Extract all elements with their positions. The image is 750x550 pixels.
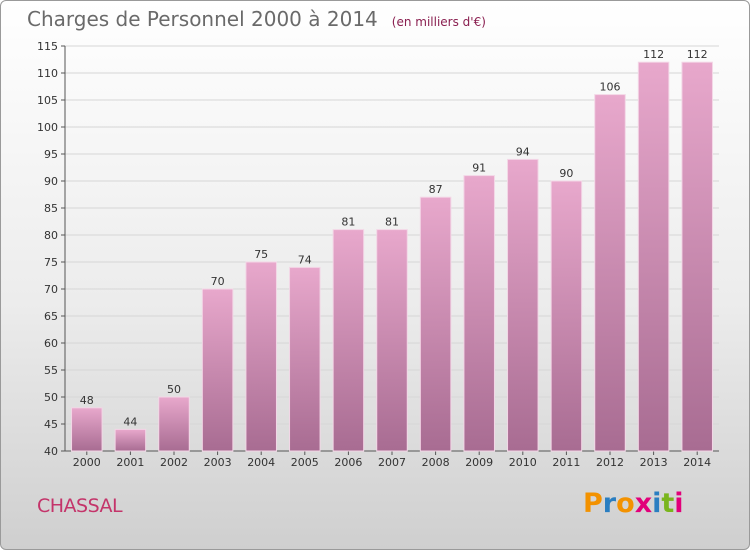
x-tick-label: 2009 <box>465 456 493 469</box>
bar-2003 <box>201 288 234 452</box>
x-tick-label: 2014 <box>683 456 711 469</box>
bar-2014 <box>681 61 713 452</box>
bar-2007 <box>376 229 408 452</box>
bar-2013 <box>637 61 670 452</box>
x-tick-label: 2004 <box>247 456 275 469</box>
bar-2004 <box>245 261 277 452</box>
value-label: 112 <box>643 48 664 61</box>
value-label: 50 <box>167 383 181 396</box>
value-label: 70 <box>211 275 225 288</box>
bar-2012 <box>594 94 626 452</box>
y-tick-label: 50 <box>44 391 58 404</box>
bar-2001 <box>114 428 147 452</box>
y-tick-label: 40 <box>44 445 58 458</box>
bar-2000 <box>71 407 103 452</box>
chart-title: Charges de Personnel 2000 à 2014 (en mill… <box>27 7 486 31</box>
logo-letter: o <box>616 488 635 519</box>
y-tick-label: 80 <box>44 229 58 242</box>
y-tick-label: 60 <box>44 337 58 350</box>
y-tick-label: 115 <box>37 40 58 53</box>
y-tick-label: 105 <box>37 94 58 107</box>
y-tick-label: 45 <box>44 418 58 431</box>
y-tick-label: 95 <box>44 148 58 161</box>
logo-letter: t <box>661 488 675 519</box>
bar-2009 <box>463 175 495 452</box>
y-tick-label: 70 <box>44 283 58 296</box>
x-tick-label: 2012 <box>596 456 624 469</box>
logo-letter: i <box>652 488 662 519</box>
value-label: 74 <box>298 253 312 266</box>
value-label: 75 <box>254 248 268 261</box>
logo-letter: P <box>583 488 603 519</box>
x-tick-label: 2008 <box>422 456 450 469</box>
x-tick-label: 2003 <box>204 456 232 469</box>
value-label: 44 <box>123 415 137 428</box>
commune-name: CHASSAL <box>37 495 123 517</box>
value-label: 87 <box>429 183 443 196</box>
value-label: 106 <box>600 81 621 94</box>
y-tick-label: 90 <box>44 175 58 188</box>
value-label: 90 <box>559 167 573 180</box>
y-tick-label: 85 <box>44 202 58 215</box>
bar-2005 <box>289 266 321 452</box>
x-tick-label: 2013 <box>640 456 668 469</box>
x-tick-label: 2007 <box>378 456 406 469</box>
x-tick-label: 2005 <box>291 456 319 469</box>
y-tick-label: 100 <box>37 121 58 134</box>
bar-2002 <box>158 396 190 452</box>
value-label: 112 <box>687 48 708 61</box>
value-label: 94 <box>516 145 530 158</box>
bar-2006 <box>332 229 365 452</box>
logo-letter: i <box>674 488 684 519</box>
bar-2008 <box>419 196 452 452</box>
x-tick-label: 2006 <box>334 456 362 469</box>
x-tick-label: 2000 <box>73 456 101 469</box>
logo-letter: r <box>602 488 617 519</box>
x-tick-label: 2011 <box>552 456 580 469</box>
bar-2010 <box>507 158 539 452</box>
x-tick-label: 2002 <box>160 456 188 469</box>
value-label: 48 <box>80 394 94 407</box>
x-tick-label: 2010 <box>509 456 537 469</box>
chart-subtitle: (en milliers d'€) <box>391 15 486 29</box>
y-tick-label: 55 <box>44 364 58 377</box>
bar-2011 <box>550 180 583 452</box>
y-tick-label: 110 <box>37 67 58 80</box>
chart-title-text: Charges de Personnel 2000 à 2014 <box>27 7 378 31</box>
x-tick-label: 2001 <box>116 456 144 469</box>
value-label: 81 <box>341 216 355 229</box>
value-label: 81 <box>385 216 399 229</box>
y-tick-label: 65 <box>44 310 58 323</box>
value-label: 91 <box>472 162 486 175</box>
y-tick-label: 75 <box>44 256 58 269</box>
logo-letter: x <box>634 488 653 519</box>
proxiti-logo: Proxiti <box>583 488 684 519</box>
